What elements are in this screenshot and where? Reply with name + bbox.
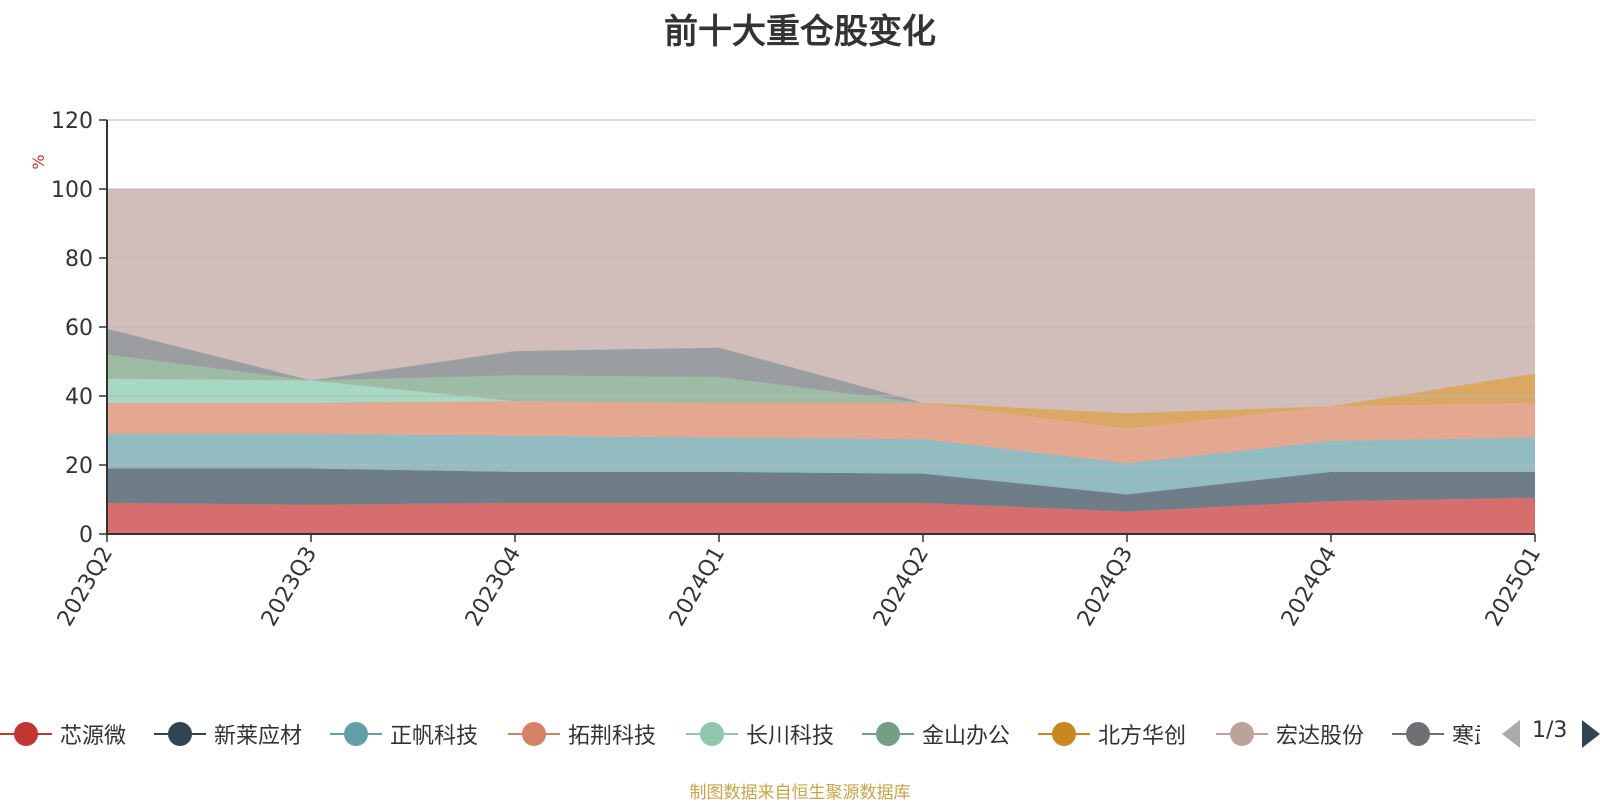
legend-pager: 1/3 [1500,716,1600,752]
legend-item-8[interactable]: 寒武纪 [1392,716,1480,752]
legend-label: 新莱应材 [214,724,303,749]
legend-marker-icon [1392,719,1444,749]
legend-label: 芯源微 [60,724,127,749]
legend-item-0[interactable]: 芯源微 [0,716,126,752]
legend-label: 北方华创 [1098,724,1187,749]
area-series-8 [107,328,1535,414]
area-series-1 [107,468,1535,512]
legend-marker-icon [1038,719,1090,749]
legend-marker-icon [154,719,206,749]
legend-page-indicator: 1/3 [1532,718,1568,743]
legend-label: 金山办公 [922,724,1011,749]
area-series-2 [107,433,1535,495]
area-series-3 [107,401,1535,464]
x-tick-label-0: 2023Q2 [53,543,118,631]
legend: 芯源微 新莱应材 正帆科技 拓荆科技 长川科技 金山办公 北方华创 宏达股份 寒武纪 [0,716,1480,752]
legend-item-4[interactable]: 长川科技 [686,716,834,752]
y-tick-label-5: 100 [51,178,93,203]
area-series-5 [107,354,1535,429]
legend-item-2[interactable]: 正帆科技 [330,716,478,752]
source-note: 制图数据来自恒生聚源数据库 [689,783,911,803]
chart-title: 前十大重仓股变化 [664,12,936,52]
x-tick-label-4: 2024Q2 [869,543,934,631]
stacked-area-chart: 0 20 40 60 80 100 120% 2023Q2 2023Q3 2023Q4 2024Q1… [29,109,1546,631]
x-tick-label-5: 2024Q3 [1073,543,1138,631]
legend-label: 拓荆科技 [568,724,657,749]
legend-label: 正帆科技 [390,724,479,749]
x-tick-label-3: 2024Q1 [665,543,730,631]
y-tick-label-6: 120 [51,109,93,134]
y-tick-label-1: 20 [65,454,93,479]
area-series-0 [107,497,1535,534]
legend-item-3[interactable]: 拓荆科技 [508,716,656,752]
legend-marker-icon [862,719,914,749]
legend-marker-icon [1216,719,1268,749]
legend-marker-icon [330,719,382,749]
next-page-icon[interactable] [1582,720,1600,748]
legend-item-5[interactable]: 金山办公 [862,716,1010,752]
legend-label: 宏达股份 [1276,724,1365,749]
y-axis-label: % [29,154,48,169]
y-tick-label-3: 60 [65,316,93,341]
x-tick-label-7: 2025Q1 [1481,543,1546,631]
legend-marker-icon [686,719,738,749]
x-tick-label-6: 2024Q4 [1277,543,1342,631]
y-tick-label-2: 40 [65,385,93,410]
legend-item-1[interactable]: 新莱应材 [154,716,302,752]
legend-marker-icon [508,719,560,749]
prev-page-icon[interactable] [1502,720,1520,748]
legend-item-6[interactable]: 北方华创 [1038,716,1186,752]
legend-label: 长川科技 [746,724,835,749]
x-tick-label-2: 2023Q4 [461,543,526,631]
legend-label: 寒武纪 [1452,724,1480,749]
legend-marker-icon [0,719,52,749]
y-tick-label-0: 0 [79,523,93,548]
legend-item-7[interactable]: 宏达股份 [1216,716,1364,752]
x-tick-label-1: 2023Q3 [257,543,322,631]
area-series-4 [107,378,1535,429]
y-tick-label-4: 80 [65,247,93,272]
